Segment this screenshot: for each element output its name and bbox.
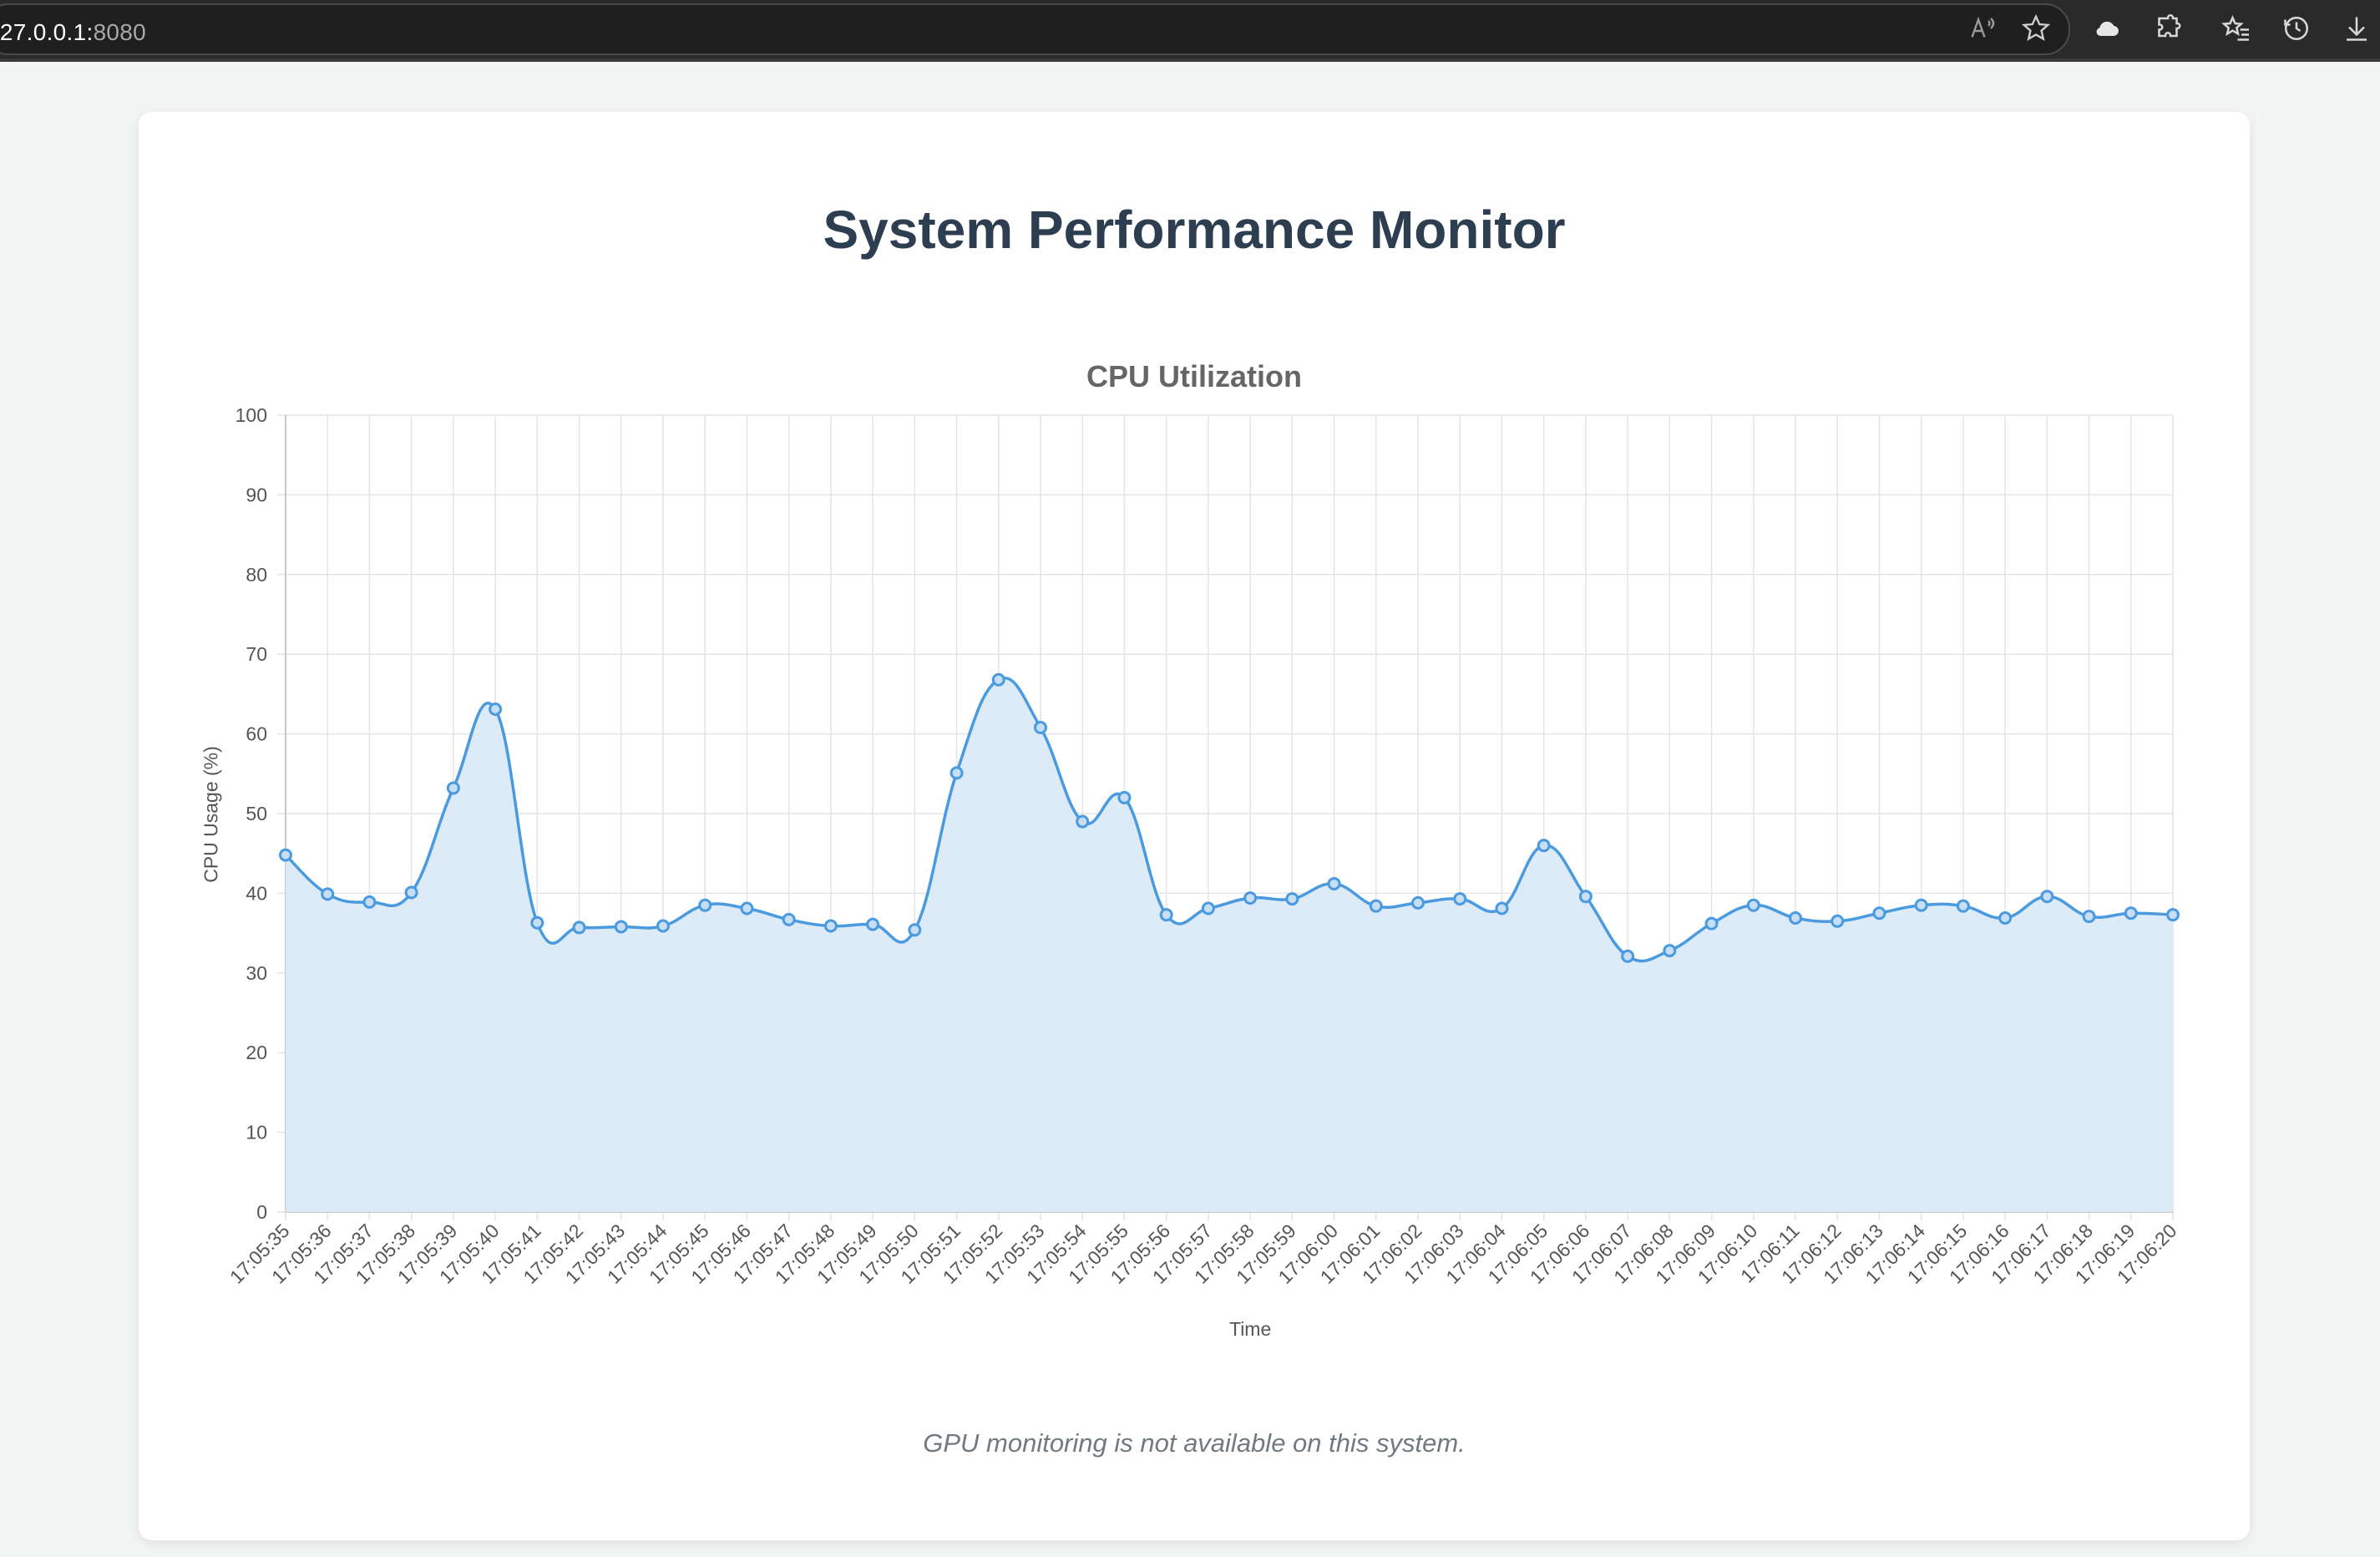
content-card xyxy=(139,112,2250,1540)
url-port: 8080 xyxy=(93,19,147,45)
page-title: System Performance Monitor xyxy=(823,200,1566,260)
address-bar[interactable]: 127.0.0.1:8080 xyxy=(0,3,2070,55)
x-axis-label: Time xyxy=(1229,1318,1272,1340)
gpu-unavailable-message: GPU monitoring is not available on this … xyxy=(923,1428,1466,1458)
favorite-star-icon[interactable] xyxy=(2019,12,2053,45)
history-icon[interactable] xyxy=(2280,12,2313,45)
url-text[interactable]: 127.0.0.1:8080 xyxy=(0,19,146,46)
extensions-icon[interactable] xyxy=(2151,12,2185,45)
downloads-icon[interactable] xyxy=(2340,12,2373,45)
browser-toolbar: 127.0.0.1:8080 xyxy=(0,0,2380,62)
cloud-icon[interactable] xyxy=(2090,12,2124,45)
read-aloud-icon[interactable] xyxy=(1967,12,2000,45)
chart-title: CPU Utilization xyxy=(1086,359,1302,393)
url-host: 127.0.0.1: xyxy=(0,19,94,45)
y-axis-label: CPU Usage (%) xyxy=(200,746,222,883)
favorites-list-icon[interactable] xyxy=(2220,12,2253,45)
